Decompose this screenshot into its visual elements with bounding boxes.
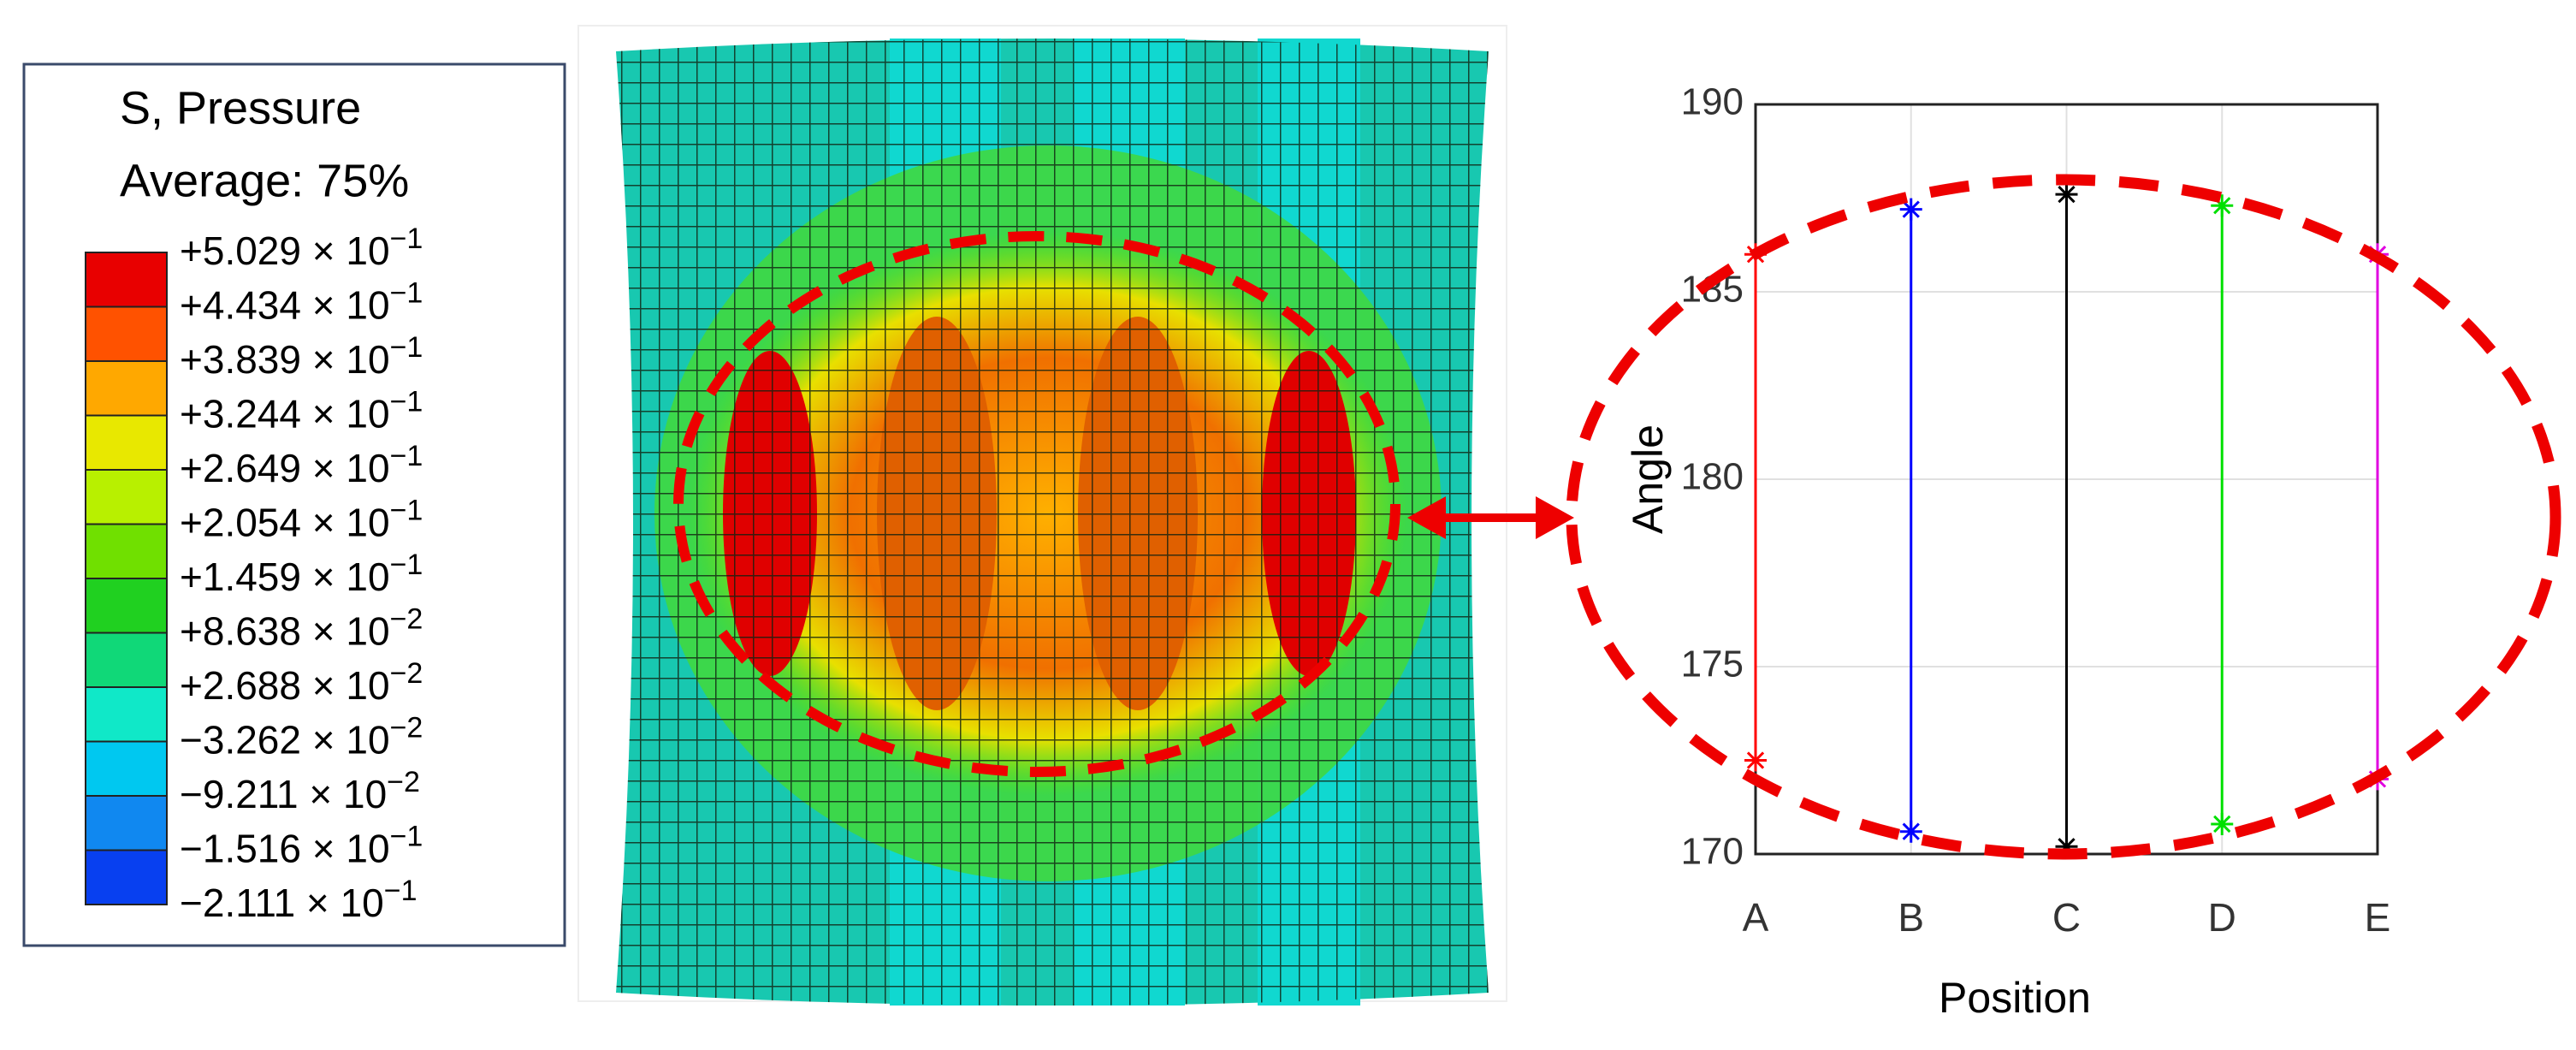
legend-swatch (85, 795, 168, 851)
legend-label-text: +2.054 × 10 (180, 501, 390, 545)
legend-label-exp: −2 (390, 711, 423, 744)
highlight-ellipse (673, 231, 1401, 777)
legend-label: −2.111 × 10−1 (180, 875, 417, 925)
legend-swatch (85, 306, 168, 362)
legend-label: +2.688 × 10−2 (180, 657, 423, 708)
y-axis-label: Angle (1624, 424, 1672, 534)
y-tick-label: 190 (1681, 81, 1744, 123)
x-tick-label: D (2208, 895, 2236, 940)
legend-label-exp: −1 (390, 549, 423, 581)
legend-label-text: +4.434 × 10 (180, 283, 390, 328)
arrow-head (1407, 496, 1574, 539)
highlight-ellipse (1566, 174, 2561, 860)
legend-swatch (85, 578, 168, 634)
legend-label-exp: −2 (387, 766, 420, 798)
legend-label: +3.839 × 10−1 (180, 331, 423, 382)
legend-swatch (85, 686, 168, 743)
high-marker (1899, 198, 1922, 221)
legend-label-exp: −1 (390, 331, 423, 364)
legend-label-exp: −1 (390, 820, 423, 852)
legend-label: +3.244 × 10−1 (180, 385, 423, 436)
legend-swatch (85, 252, 168, 308)
legend: +5.029 × 10−1+4.434 × 10−1+3.839 × 10−1+… (85, 222, 423, 925)
legend-label-text: +2.688 × 10 (180, 663, 390, 708)
x-axis-label: Position (1939, 974, 2091, 1022)
x-tick-label: B (1898, 895, 1924, 940)
y-tick-label: 180 (1681, 456, 1744, 498)
high-marker (2211, 194, 2234, 217)
low-marker (2055, 835, 2078, 858)
fea-model (577, 25, 1574, 1006)
legend-swatch (85, 360, 168, 417)
legend-swatch (85, 469, 168, 525)
legend-label: −9.211 × 10−2 (180, 766, 420, 816)
y-tick-label: 175 (1681, 644, 1744, 685)
legend-swatch (85, 523, 168, 579)
x-tick-label: A (1743, 895, 1769, 940)
legend-label-text: +5.029 × 10 (180, 228, 390, 273)
legend-label-text: −9.211 × 10 (180, 772, 387, 816)
legend-label-text: +8.638 × 10 (180, 609, 390, 654)
legend-label: +8.638 × 10−2 (180, 602, 423, 653)
legend-label: −3.262 × 10−2 (180, 711, 423, 762)
legend-label-exp: −1 (390, 276, 423, 309)
low-marker (2211, 812, 2234, 835)
legend-label-exp: −1 (390, 385, 423, 418)
legend-label-text: +3.244 × 10 (180, 392, 390, 436)
legend-swatch (85, 414, 168, 471)
x-tick-label: C (2052, 895, 2081, 940)
legend-label: +4.434 × 10−1 (180, 276, 423, 327)
legend-label: −1.516 × 10−1 (180, 820, 423, 870)
legend-label-text: +1.459 × 10 (180, 555, 390, 599)
legend-subtitle: Average: 75% (120, 155, 409, 206)
fea-mesh (616, 39, 1489, 1006)
legend-label-text: −1.516 × 10 (180, 827, 390, 871)
legend-label: +1.459 × 10−1 (180, 549, 423, 599)
legend-swatch (85, 632, 168, 688)
legend-label-exp: −1 (390, 222, 423, 255)
legend-label: +2.054 × 10−1 (180, 494, 423, 544)
legend-label-exp: −1 (390, 494, 423, 526)
legend-label-text: +2.649 × 10 (180, 446, 390, 490)
legend-label-exp: −2 (390, 602, 423, 635)
legend-label: +5.029 × 10−1 (180, 222, 423, 273)
legend-title: S, Pressure (120, 82, 361, 133)
legend-label-text: −2.111 × 10 (180, 881, 384, 925)
low-marker (1899, 820, 1922, 843)
legend-label-exp: −2 (390, 657, 423, 690)
legend-swatch (85, 849, 168, 905)
legend-label-exp: −1 (384, 875, 417, 907)
legend-label-text: −3.262 × 10 (180, 718, 390, 762)
low-marker (1744, 749, 1767, 772)
high-marker (2055, 183, 2078, 206)
legend-label-text: +3.839 × 10 (180, 337, 390, 382)
legend-label-exp: −1 (390, 440, 423, 472)
legend-swatch (85, 740, 168, 797)
x-tick-label: E (2365, 895, 2391, 940)
y-tick-label: 170 (1681, 831, 1744, 873)
legend-label: +2.649 × 10−1 (180, 440, 423, 490)
